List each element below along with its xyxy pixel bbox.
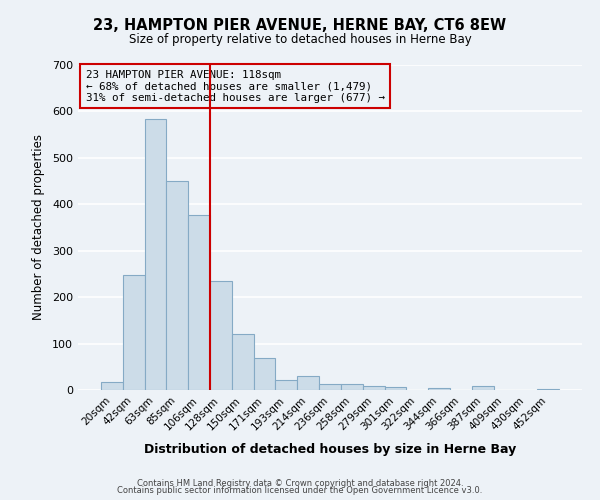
Text: Size of property relative to detached houses in Herne Bay: Size of property relative to detached ho…: [128, 32, 472, 46]
Text: 23, HAMPTON PIER AVENUE, HERNE BAY, CT6 8EW: 23, HAMPTON PIER AVENUE, HERNE BAY, CT6 …: [94, 18, 506, 32]
Bar: [472, 386, 494, 390]
Y-axis label: Number of detached properties: Number of detached properties: [32, 134, 45, 320]
Bar: [341, 384, 363, 390]
Text: 23 HAMPTON PIER AVENUE: 118sqm
← 68% of detached houses are smaller (1,479)
31% : 23 HAMPTON PIER AVENUE: 118sqm ← 68% of …: [86, 70, 385, 103]
Bar: [145, 120, 166, 390]
Bar: [297, 376, 319, 390]
Text: Contains public sector information licensed under the Open Government Licence v3: Contains public sector information licen…: [118, 486, 482, 495]
Bar: [428, 388, 450, 390]
Bar: [166, 181, 188, 390]
X-axis label: Distribution of detached houses by size in Herne Bay: Distribution of detached houses by size …: [144, 443, 516, 456]
Bar: [385, 387, 406, 390]
Text: Contains HM Land Registry data © Crown copyright and database right 2024.: Contains HM Land Registry data © Crown c…: [137, 478, 463, 488]
Bar: [537, 388, 559, 390]
Bar: [101, 382, 123, 390]
Bar: [319, 384, 341, 390]
Bar: [275, 380, 297, 390]
Bar: [254, 358, 275, 390]
Bar: [232, 334, 254, 390]
Bar: [123, 275, 145, 390]
Bar: [210, 281, 232, 390]
Bar: [363, 386, 385, 390]
Bar: [188, 216, 210, 390]
